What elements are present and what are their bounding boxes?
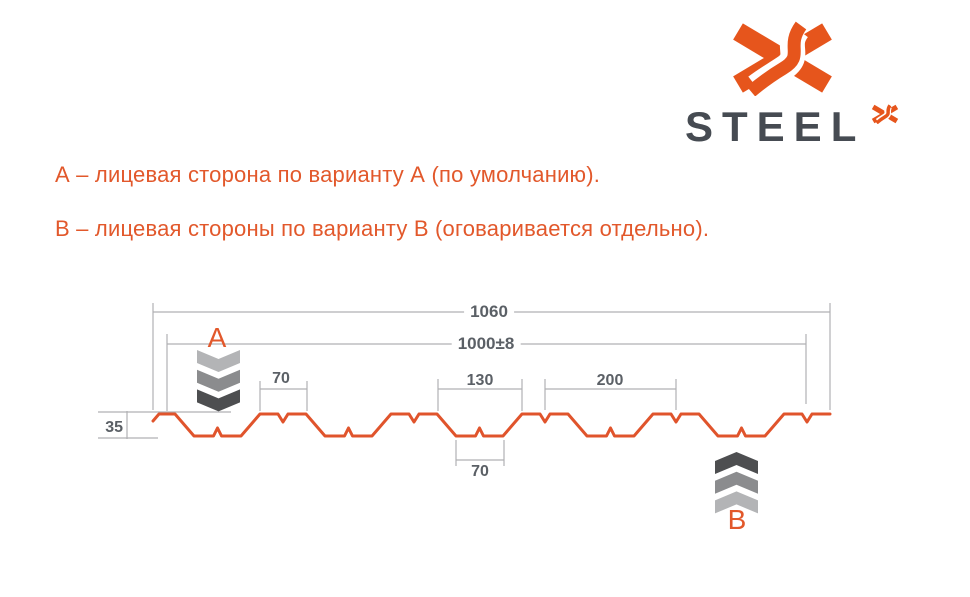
- sheet-profile-line: [151, 412, 832, 438]
- dimension-lines: [98, 303, 831, 466]
- note-variant-a: А – лицевая сторона по варианту А (по ум…: [55, 162, 601, 187]
- dim-label-total-width: 1060: [464, 303, 514, 321]
- chevron-down-mid-icon: [197, 369, 240, 392]
- chevron-up-stack-icon: [715, 452, 758, 514]
- chevron-up-mid-icon: [715, 471, 758, 494]
- dim-label-height: 35: [105, 419, 123, 436]
- brand-wordmark: STEEL: [685, 103, 866, 150]
- dim-label-bottom-flat: 70: [471, 463, 489, 480]
- logo-superscript-x-icon: [873, 105, 897, 123]
- chevron-down-stack-icon: [197, 350, 240, 412]
- variant-b-label: В: [727, 504, 747, 535]
- dim-label-valley: 130: [466, 372, 494, 389]
- chevron-up-light-icon: [715, 491, 758, 514]
- chevron-up-dark-icon: [715, 452, 758, 474]
- steelx-logo-icon: [738, 26, 827, 92]
- chevron-down-dark-icon: [197, 389, 240, 412]
- note-variant-b: В – лицевая стороны по варианту В (огова…: [55, 216, 710, 241]
- dim-label-working-width: 1000±8: [451, 335, 521, 353]
- variant-a-label: А: [207, 322, 227, 353]
- dim-label-rib-top: 70: [272, 370, 290, 387]
- dim-label-pitch: 200: [596, 372, 624, 389]
- chevron-down-light-icon: [197, 350, 240, 372]
